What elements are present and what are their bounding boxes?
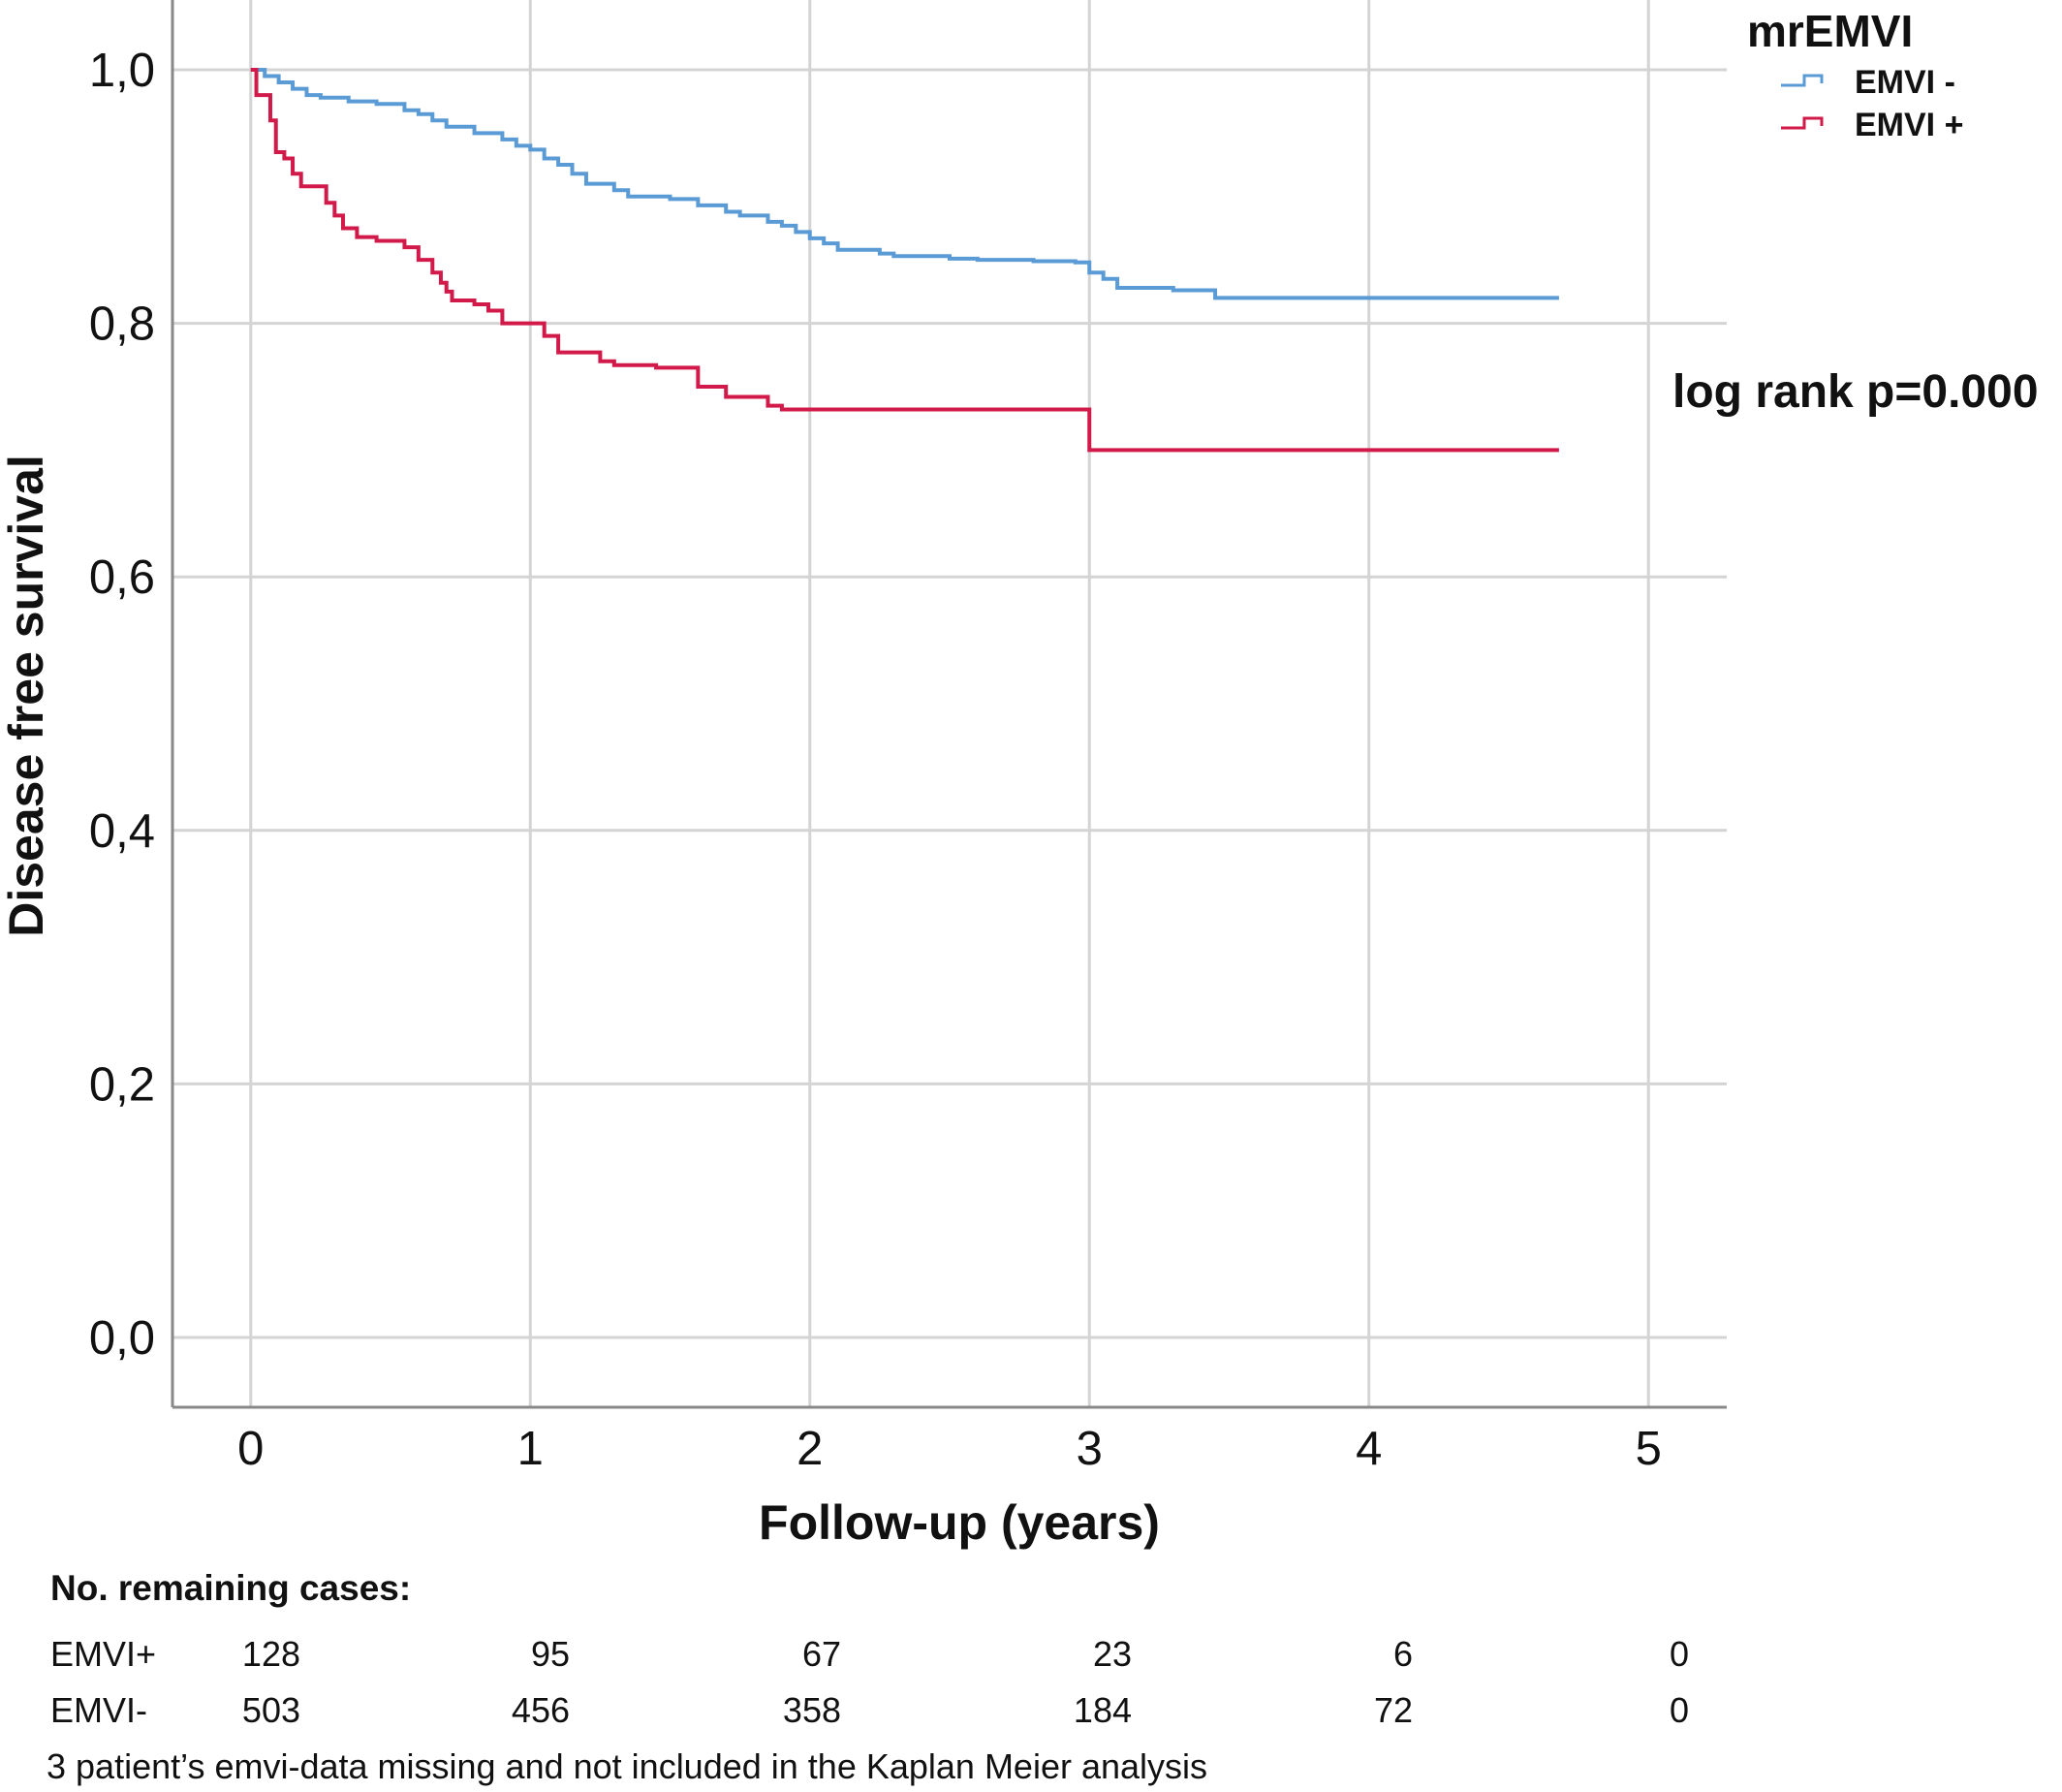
axes [171, 0, 1727, 1409]
legend-item: EMVI + [1781, 107, 1963, 143]
x-tick-label: 2 [797, 1423, 823, 1475]
risk-cell: 456 [511, 1690, 570, 1730]
log-rank-annotation: log rank p=0.000 [1672, 366, 2039, 418]
risk-cell: 6 [1392, 1634, 1413, 1674]
x-tick-label: 0 [237, 1423, 264, 1475]
series-line-emvi-pos [250, 67, 1559, 453]
risk-row-emvi-pos: EMVI+ 128 95 67 23 6 0 [47, 1634, 1752, 1682]
y-tick-label: 0,6 [89, 551, 155, 604]
risk-table-heading: No. remaining cases: [50, 1568, 412, 1608]
legend-title: mrEMVI [1747, 6, 1913, 56]
footnote: 3 patient’s emvi-data missing and not in… [47, 1746, 1208, 1786]
risk-cell: 23 [1092, 1634, 1132, 1674]
x-tick-label: 3 [1077, 1423, 1103, 1475]
y-tick-label: 1,0 [89, 45, 155, 97]
risk-cell: 128 [241, 1634, 300, 1674]
risk-cell: 0 [1669, 1690, 1689, 1730]
risk-row-label: EMVI- [50, 1690, 148, 1730]
risk-cell: 184 [1073, 1690, 1132, 1730]
x-tick-label: 4 [1356, 1423, 1382, 1475]
y-tick-label: 0,8 [89, 299, 155, 351]
y-tick-label: 0,4 [89, 805, 155, 858]
x-tick-label: 5 [1636, 1423, 1662, 1475]
legend-swatch [1781, 116, 1824, 130]
risk-row-label: EMVI+ [50, 1634, 157, 1674]
risk-cell: 67 [801, 1634, 841, 1674]
y-tick-label: 0,0 [89, 1312, 155, 1365]
y-axis-title: Disease free survival [0, 455, 53, 937]
legend-label: EMVI + [1855, 107, 1963, 143]
x-tick-label: 1 [517, 1423, 544, 1475]
risk-row-emvi-neg: EMVI- 503 456 358 184 72 0 [47, 1690, 1752, 1739]
series-line-emvi-neg [250, 67, 1559, 300]
legend-item: EMVI - [1781, 64, 1955, 101]
legend: mrEMVI EMVI - EMVI + [1747, 6, 1963, 143]
risk-cell: 72 [1373, 1690, 1413, 1730]
series [250, 67, 1559, 453]
risk-table: No. remaining cases: EMVI+ 128 95 67 23 … [47, 1568, 1752, 1786]
x-axis-title: Follow-up (years) [759, 1495, 1160, 1550]
risk-cell: 95 [530, 1634, 570, 1674]
grid [172, 0, 1727, 1407]
risk-cell: 358 [782, 1690, 841, 1730]
y-tick-label: 0,2 [89, 1058, 155, 1111]
risk-cell: 503 [241, 1690, 300, 1730]
legend-label: EMVI - [1855, 64, 1955, 101]
legend-swatch [1781, 74, 1824, 87]
tick-labels: 0 1 2 3 4 5 0,0 0,2 0,4 0,6 0,8 1,0 [89, 45, 1662, 1475]
risk-cell: 0 [1669, 1634, 1689, 1674]
